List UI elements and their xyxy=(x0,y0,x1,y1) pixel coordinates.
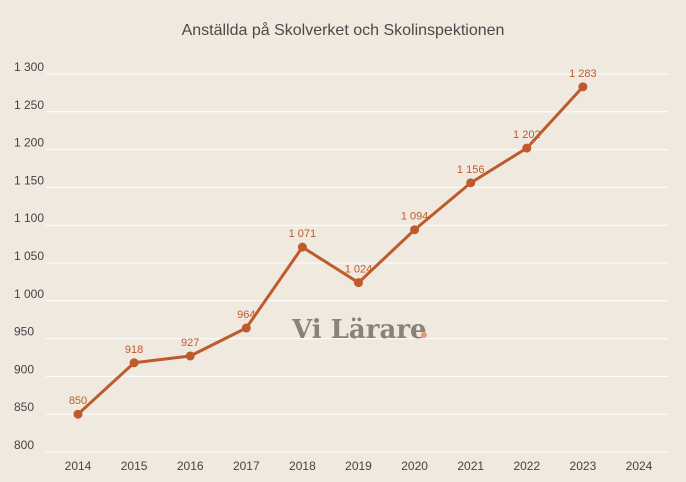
y-tick-label: 800 xyxy=(14,438,34,452)
x-tick-label: 2017 xyxy=(233,459,260,473)
data-label: 1 071 xyxy=(289,228,317,240)
data-point xyxy=(297,242,307,252)
data-label: 1 024 xyxy=(345,264,373,276)
x-tick-label: 2019 xyxy=(345,459,372,473)
data-label: 850 xyxy=(69,395,87,407)
x-tick-label: 2015 xyxy=(121,459,148,473)
y-tick-label: 1 250 xyxy=(14,98,44,112)
watermark-logo: Vi Lärare xyxy=(291,315,427,345)
y-tick-label: 1 000 xyxy=(14,287,44,301)
y-tick-label: 1 150 xyxy=(14,173,44,187)
x-tick-label: 2020 xyxy=(401,459,428,473)
data-point xyxy=(241,323,251,333)
data-label: 1 202 xyxy=(513,129,541,141)
data-point xyxy=(522,143,532,153)
data-point xyxy=(129,358,139,368)
x-tick-label: 2016 xyxy=(177,459,204,473)
data-label: 1 283 xyxy=(569,68,597,80)
x-tick-label: 2021 xyxy=(457,459,484,473)
x-tick-label: 2014 xyxy=(65,459,92,473)
data-label: 1 094 xyxy=(401,211,429,223)
data-point xyxy=(410,225,420,235)
watermark-dot xyxy=(421,332,427,338)
y-tick-label: 950 xyxy=(14,325,34,339)
x-tick-label: 2024 xyxy=(626,459,653,473)
x-tick-label: 2018 xyxy=(289,459,316,473)
data-label: 918 xyxy=(125,344,143,356)
series-line xyxy=(76,85,585,416)
y-tick-label: 1 100 xyxy=(14,211,44,225)
data-point xyxy=(354,278,363,288)
x-tick-label: 2023 xyxy=(570,459,597,473)
y-tick-label: 1 300 xyxy=(14,60,44,74)
data-label: 1 156 xyxy=(457,164,485,176)
data-point xyxy=(466,178,476,188)
data-label: 927 xyxy=(181,337,199,349)
data-label: 964 xyxy=(237,309,255,321)
data-point xyxy=(578,82,588,92)
data-point xyxy=(185,351,195,361)
y-tick-label: 900 xyxy=(14,362,34,376)
x-tick-label: 2022 xyxy=(513,459,540,473)
data-point xyxy=(73,409,83,419)
y-tick-label: 1 050 xyxy=(14,249,44,263)
chart-title: Anställda på Skolverket och Skolinspekti… xyxy=(181,22,505,39)
y-tick-label: 850 xyxy=(14,400,34,414)
y-tick-label: 1 200 xyxy=(14,136,44,150)
